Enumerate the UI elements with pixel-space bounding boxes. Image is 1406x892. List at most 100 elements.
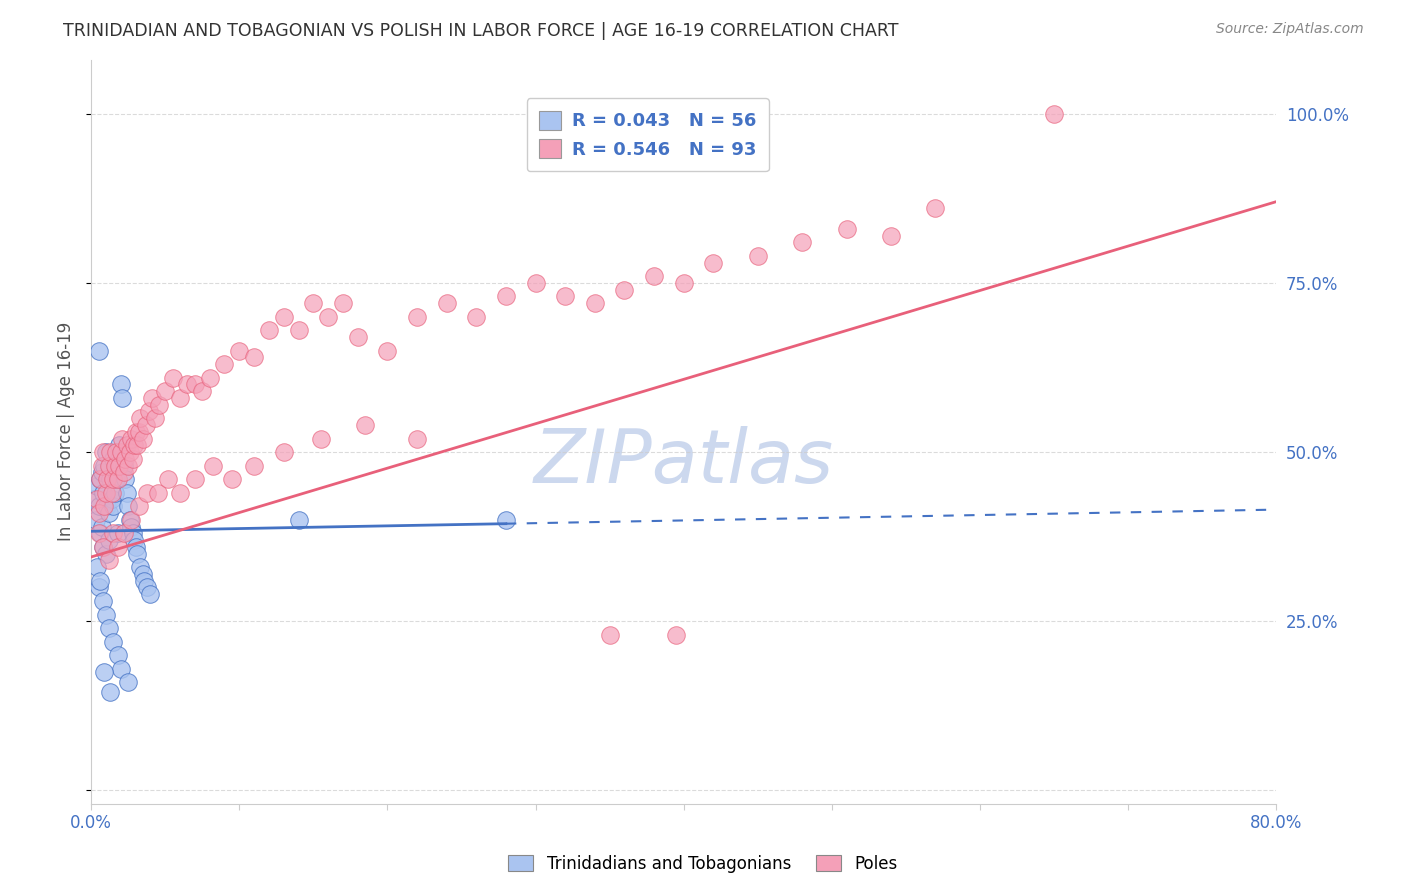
Point <box>87 343 110 358</box>
Point <box>97 553 120 567</box>
Point <box>89 472 111 486</box>
Point <box>790 235 813 250</box>
Point <box>117 675 139 690</box>
Point <box>117 458 139 473</box>
Point <box>94 547 117 561</box>
Point <box>162 370 184 384</box>
Point <box>91 540 114 554</box>
Point <box>100 445 122 459</box>
Point <box>436 296 458 310</box>
Point <box>495 513 517 527</box>
Point <box>96 472 118 486</box>
Point <box>125 438 148 452</box>
Point <box>406 432 429 446</box>
Point <box>120 513 142 527</box>
Point <box>107 540 129 554</box>
Point <box>228 343 250 358</box>
Point <box>111 391 134 405</box>
Point <box>91 445 114 459</box>
Point <box>128 500 150 514</box>
Point <box>198 370 221 384</box>
Point <box>184 472 207 486</box>
Point <box>243 458 266 473</box>
Point <box>93 458 115 473</box>
Point <box>93 665 115 679</box>
Point <box>377 343 399 358</box>
Point <box>86 560 108 574</box>
Point <box>122 533 145 547</box>
Legend: Trinidadians and Tobagonians, Poles: Trinidadians and Tobagonians, Poles <box>502 848 904 880</box>
Point <box>287 323 309 337</box>
Point <box>141 391 163 405</box>
Point <box>169 391 191 405</box>
Point <box>97 621 120 635</box>
Point <box>122 438 145 452</box>
Point <box>665 628 688 642</box>
Point <box>613 283 636 297</box>
Point <box>155 384 177 399</box>
Point <box>90 466 112 480</box>
Point <box>110 662 132 676</box>
Point <box>87 526 110 541</box>
Point <box>97 533 120 547</box>
Point <box>114 451 136 466</box>
Point <box>103 634 125 648</box>
Point <box>157 472 180 486</box>
Point <box>257 323 280 337</box>
Legend: R = 0.043   N = 56, R = 0.546   N = 93: R = 0.043 N = 56, R = 0.546 N = 93 <box>527 98 769 171</box>
Point <box>115 485 138 500</box>
Point <box>91 485 114 500</box>
Point <box>406 310 429 324</box>
Point <box>129 560 152 574</box>
Point <box>87 581 110 595</box>
Point <box>112 466 135 480</box>
Point <box>112 458 135 473</box>
Point <box>90 519 112 533</box>
Point <box>599 628 621 642</box>
Point <box>176 377 198 392</box>
Point <box>287 513 309 527</box>
Point <box>89 472 111 486</box>
Point <box>112 526 135 541</box>
Point <box>118 445 141 459</box>
Text: TRINIDADIAN AND TOBAGONIAN VS POLISH IN LABOR FORCE | AGE 16-19 CORRELATION CHAR: TRINIDADIAN AND TOBAGONIAN VS POLISH IN … <box>63 22 898 40</box>
Point <box>111 432 134 446</box>
Point <box>97 506 120 520</box>
Point <box>104 458 127 473</box>
Point <box>136 581 159 595</box>
Point <box>643 269 665 284</box>
Point <box>86 479 108 493</box>
Point <box>101 485 124 500</box>
Point <box>89 526 111 541</box>
Point <box>332 296 354 310</box>
Point <box>115 438 138 452</box>
Point <box>89 574 111 588</box>
Point <box>103 472 125 486</box>
Text: Source: ZipAtlas.com: Source: ZipAtlas.com <box>1216 22 1364 37</box>
Point <box>101 492 124 507</box>
Point <box>103 500 125 514</box>
Point <box>273 445 295 459</box>
Point <box>100 685 122 699</box>
Point <box>880 228 903 243</box>
Point <box>125 547 148 561</box>
Point <box>583 296 606 310</box>
Point <box>221 472 243 486</box>
Point <box>124 540 146 554</box>
Point <box>86 492 108 507</box>
Point <box>121 451 143 466</box>
Point <box>273 310 295 324</box>
Point <box>96 500 118 514</box>
Y-axis label: In Labor Force | Age 16-19: In Labor Force | Age 16-19 <box>58 322 75 541</box>
Point <box>191 384 214 399</box>
Point <box>148 398 170 412</box>
Point <box>90 458 112 473</box>
Point <box>104 485 127 500</box>
Point <box>243 351 266 365</box>
Point <box>128 425 150 439</box>
Point <box>108 458 131 473</box>
Point <box>134 574 156 588</box>
Point <box>201 458 224 473</box>
Point <box>117 500 139 514</box>
Point <box>84 513 107 527</box>
